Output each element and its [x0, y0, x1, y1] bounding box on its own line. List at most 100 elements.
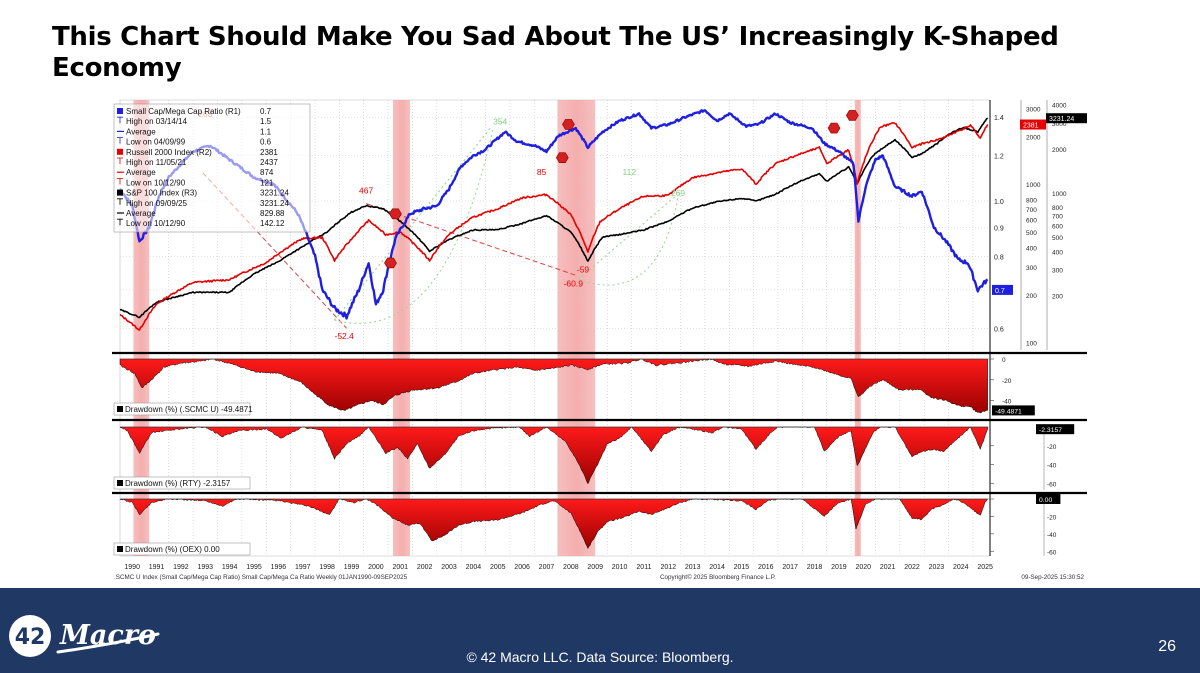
footer-copyright: © 42 Macro LLC. Data Source: Bloomberg. — [466, 649, 734, 665]
ratio-axis-tick: 0.8 — [994, 255, 1004, 262]
legend-label: Small Cap/Mega Cap Ratio (R1) — [126, 107, 241, 116]
legend-value: 0.7 — [260, 107, 272, 116]
x-axis-year-label: 2005 — [490, 564, 506, 571]
drawdown-last-text: -49.4871 — [995, 408, 1022, 415]
trend-line-red — [365, 203, 579, 277]
x-axis-year-label: 1994 — [222, 564, 238, 571]
r3-axis-tick: 600 — [1052, 223, 1063, 230]
r2-axis-tick: 300 — [1026, 265, 1037, 272]
x-axis-year-label: 2014 — [709, 564, 725, 571]
x-axis-year-label: 2022 — [904, 564, 920, 571]
last-value-bg — [992, 284, 1013, 295]
x-axis-year-label: 2002 — [417, 564, 433, 571]
legend-extreme-marker — [117, 218, 123, 226]
last-value-bg — [1046, 113, 1087, 124]
recession-band — [557, 100, 596, 556]
event-marker — [562, 119, 575, 130]
annotation-label: 269 — [671, 188, 685, 198]
x-axis-year-label: 1996 — [271, 564, 287, 571]
r3-axis-tick: 800 — [1052, 205, 1063, 212]
chart-timestamp-text: 09-Sep-2025 15:30:52 — [1021, 574, 1084, 581]
x-axis-year-label: 1999 — [344, 564, 360, 571]
drawdown-axis-tick: -40 — [1047, 532, 1057, 539]
drawdown-legend-text: Drawdown (%) (OEX) 0.00 — [125, 545, 220, 554]
drawdown-legend-box — [113, 542, 251, 556]
x-axis-year-label: 2021 — [880, 564, 896, 571]
drawdown-area — [119, 498, 989, 550]
drawdown-last-bg — [1036, 494, 1061, 504]
x-axis-year-label: 1995 — [246, 564, 262, 571]
r2-axis-tick: 3000 — [1026, 107, 1041, 114]
r2-axis-tick: 400 — [1026, 245, 1037, 252]
r2-axis-tick: 200 — [1026, 293, 1037, 300]
last-value-label: 2381 — [1020, 119, 1046, 130]
drawdown-legend: Drawdown (%) (OEX) 0.00 — [113, 542, 251, 556]
ratio-axis-tick: 1.2 — [994, 154, 1004, 161]
42-macro-logo: 42 Macro — [9, 615, 160, 657]
annotation-label: 354 — [493, 116, 507, 126]
legend-swatch — [117, 108, 123, 114]
x-axis-year-label: 2020 — [855, 564, 871, 571]
legend-extreme-marker — [117, 157, 123, 164]
legend-label: Average — [126, 127, 156, 136]
annotation-label: 467 — [359, 186, 373, 196]
x-axis-year-label: 1990 — [124, 564, 140, 571]
r3-axis-tick: 200 — [1052, 293, 1063, 300]
legend-label: High on 11/05/21 — [126, 158, 187, 167]
legend-label: Average — [126, 168, 156, 177]
trend-line-green — [577, 195, 677, 280]
drawdown-legend-text: Drawdown (%) (.SCMC U) -49.4871 — [125, 405, 253, 414]
x-axis-year-label: 2004 — [466, 564, 482, 571]
r3-axis-tick: 300 — [1052, 268, 1063, 275]
x-axis-year-label: 2017 — [782, 564, 798, 571]
legend-label: High on 03/14/14 — [126, 117, 187, 126]
x-axis-year-label: 2015 — [734, 564, 750, 571]
annotation-label: -52.4 — [335, 331, 355, 341]
last-value-text: 0.7 — [995, 288, 1005, 295]
x-axis-year-label: 2003 — [441, 564, 457, 571]
legend-value: 142.12 — [260, 219, 285, 228]
drawdown-area — [119, 358, 988, 414]
x-axis-year-label: 1991 — [149, 564, 165, 571]
legend-value: 0.6 — [260, 138, 272, 147]
event-marker — [384, 257, 397, 269]
legend-extreme-marker — [117, 198, 123, 205]
ratio-axis-tick: 1.4 — [994, 115, 1004, 122]
event-marker — [389, 208, 402, 220]
legend-value: 3231.24 — [260, 189, 289, 198]
last-value-label: 0.7 — [992, 284, 1013, 295]
drawdown-last-value: 0.00 — [1036, 494, 1061, 504]
last-value-bg — [1020, 119, 1046, 130]
x-axis-year-label: 2025 — [977, 564, 993, 571]
drawdown-last-value: -49.4871 — [992, 405, 1035, 416]
drawdown-legend-text: Drawdown (%) (RTY) -2.3157 — [125, 479, 231, 488]
legend-extreme-marker — [117, 178, 123, 185]
r2-axis-tick: 600 — [1026, 217, 1037, 224]
drawdown-legend: Drawdown (%) (RTY) -2.3157 — [113, 476, 251, 490]
legend-value: 2437 — [260, 158, 278, 167]
legend-label: Average — [126, 209, 156, 218]
footer-bar: 42 Macro © 42 Macro LLC. Data Source: Bl… — [0, 588, 1200, 673]
ratio-axis-tick: 0.9 — [994, 225, 1004, 232]
event-marker — [827, 122, 841, 134]
cycle-arc — [334, 129, 494, 324]
chart-source-text: .SCMC U Index (Small Cap/Mega Cap Ratio)… — [114, 574, 408, 581]
annotation-label: 112 — [623, 167, 637, 177]
logo-word: Macro — [59, 620, 156, 651]
logo-number: 42 — [15, 625, 46, 650]
legend-swatch — [117, 148, 123, 155]
x-axis-year-label: 2023 — [929, 564, 945, 571]
x-axis-year-label: 2016 — [758, 564, 774, 571]
r2-axis-tick: 1000 — [1026, 182, 1041, 189]
legend-label: High on 09/09/25 — [126, 199, 187, 208]
event-marker — [845, 110, 859, 121]
slide-title: This Chart Should Make You Sad About The… — [52, 22, 1059, 83]
drawdown-legend: Drawdown (%) (.SCMC U) -49.4871 — [113, 402, 253, 416]
r3-axis-tick: 500 — [1052, 235, 1063, 242]
r3-axis-tick: 1000 — [1052, 191, 1067, 198]
ratio-axis-tick: 1.0 — [994, 199, 1004, 206]
x-axis-year-label: 2018 — [807, 564, 823, 571]
drawdown-last-text: -2.3157 — [1039, 427, 1062, 434]
legend-label: Low on 10/12/90 — [126, 178, 186, 187]
drawdown-last-bg — [1036, 424, 1075, 435]
